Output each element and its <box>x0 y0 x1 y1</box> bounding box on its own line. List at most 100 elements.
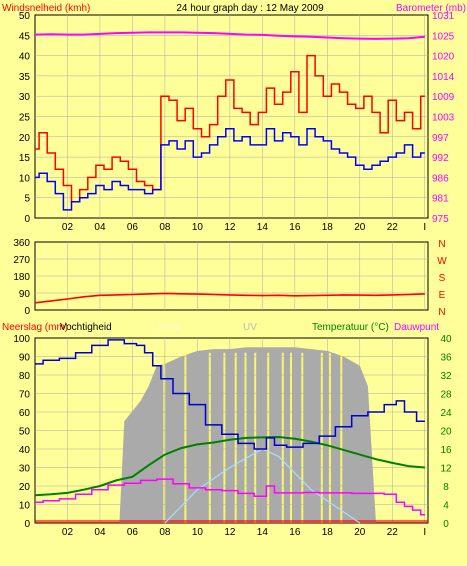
temperature-axis-tick: 36 <box>440 353 452 364</box>
wind-axis-tick: 0 <box>24 214 30 225</box>
temperature-axis-tick: 12 <box>440 464 452 475</box>
uv-bar <box>301 352 304 523</box>
wind-direction-line <box>34 292 425 304</box>
rain-axis-title: Neerslag (mm) <box>2 322 68 333</box>
temperature-axis-tick: 32 <box>440 371 452 382</box>
wind-axis-tick: 35 <box>19 72 31 83</box>
direction-compass-letter: E <box>439 290 446 301</box>
x-tick-label: 12 <box>224 527 236 538</box>
humidity-axis-tick: 50 <box>19 427 31 438</box>
temperature-axis-title: Temperatuur (°C) <box>312 322 389 333</box>
humidity-axis-title: Vochtigheid <box>60 322 112 333</box>
humidity-axis-tick: 100 <box>13 334 30 345</box>
temperature-axis-tick: 20 <box>440 427 452 438</box>
wind-axis-tick: 20 <box>19 133 31 144</box>
uv-bar <box>223 352 226 523</box>
humidity-axis-tick: 10 <box>19 501 31 512</box>
x-tick-label: 04 <box>94 222 106 233</box>
direction-compass-letter: W <box>437 256 447 267</box>
uv-bar <box>208 352 211 523</box>
x-tick-label: 02 <box>62 222 74 233</box>
x-tick-label: I <box>423 527 426 538</box>
wind-axis-tick: 5 <box>24 194 30 205</box>
wind-axis-tick: 30 <box>19 92 31 103</box>
x-tick-label: 22 <box>387 222 399 233</box>
temperature-axis-tick: 28 <box>440 390 452 401</box>
wind-axis-tick: 45 <box>19 31 31 42</box>
chart-title: 24 hour graph day : 12 May 2009 <box>176 3 324 14</box>
wind-axis-tick: 15 <box>19 153 31 164</box>
barometer-axis-tick: 1025 <box>432 31 455 42</box>
x-tick-label: 14 <box>257 222 269 233</box>
humidity-axis-tick: 20 <box>19 482 31 493</box>
humidity-axis-tick: 80 <box>19 371 31 382</box>
dewpoint-axis-title: Dauwpunt <box>394 322 439 333</box>
direction-axis-tick: 90 <box>19 289 31 300</box>
wind-axis-tick: 10 <box>19 173 31 184</box>
temperature-axis-tick: 24 <box>440 408 452 419</box>
barometer-axis-tick: 975 <box>432 214 449 225</box>
x-tick-label: 22 <box>387 527 399 538</box>
temperature-axis-tick: 8 <box>443 482 449 493</box>
x-tick-label: 18 <box>322 527 334 538</box>
temperature-axis-tick: 16 <box>440 445 452 456</box>
dewpoint-line <box>35 478 425 516</box>
x-tick-label: 20 <box>354 527 366 538</box>
barometer-line <box>34 31 425 40</box>
uv-bar <box>320 352 323 523</box>
uv-bar <box>340 352 343 523</box>
x-tick-label: 02 <box>62 527 74 538</box>
x-tick-label: 18 <box>322 222 334 233</box>
x-tick-label: 10 <box>192 222 204 233</box>
wind-axis-title: Windsnelheid (kmh) <box>2 3 90 14</box>
x-tick-label: 12 <box>224 222 236 233</box>
x-tick-label: 10 <box>192 527 204 538</box>
direction-axis-tick: 270 <box>13 255 30 266</box>
x-tick-label: 06 <box>127 527 139 538</box>
uv-bar <box>163 352 166 523</box>
barometer-axis-title: Barometer (mb) <box>396 3 466 14</box>
barometer-axis-tick: 992 <box>432 153 449 164</box>
humidity-axis-tick: 70 <box>19 390 31 401</box>
x-tick-label: 16 <box>289 222 301 233</box>
uv-index-line <box>164 448 361 524</box>
direction-axis-tick: 0 <box>24 306 30 317</box>
wind-axis-tick: 25 <box>19 113 31 124</box>
direction-axis-tick: 360 <box>13 238 30 249</box>
direction-compass-letter: S <box>439 273 446 284</box>
humidity-axis-tick: 30 <box>19 464 31 475</box>
humidity-axis-tick: 40 <box>19 445 31 456</box>
direction-compass-letter: N <box>438 239 445 250</box>
uv-bar <box>328 352 331 523</box>
uv-bar <box>184 352 187 523</box>
barometer-axis-tick: 997 <box>432 133 449 144</box>
humidity-axis-tick: 0 <box>24 519 30 530</box>
uv-axis-title: UV <box>243 322 257 333</box>
barometer-axis-tick: 1009 <box>432 92 455 103</box>
x-tick-label: 06 <box>127 222 139 233</box>
uv-bar <box>234 352 237 523</box>
x-tick-label: 16 <box>289 527 301 538</box>
rain-baseline <box>35 520 428 523</box>
humidity-line <box>35 339 425 450</box>
solar-axis-title: Solar <box>158 322 182 333</box>
temperature-line <box>34 435 425 497</box>
x-tick-label: I <box>423 222 426 233</box>
temperature-axis-tick: 0 <box>443 519 449 530</box>
humidity-axis-tick: 90 <box>19 353 31 364</box>
x-tick-label: 20 <box>354 222 366 233</box>
barometer-axis-tick: 1014 <box>432 72 455 83</box>
barometer-axis-tick: 981 <box>432 194 449 205</box>
barometer-axis-tick: 1031 <box>432 11 455 22</box>
x-tick-label: 08 <box>159 222 171 233</box>
barometer-axis-tick: 986 <box>432 173 449 184</box>
wind-axis-tick: 50 <box>19 11 31 22</box>
x-tick-label: 04 <box>94 527 106 538</box>
temperature-axis-tick: 40 <box>440 334 452 345</box>
wind-average-line <box>35 127 425 211</box>
temperature-axis-tick: 4 <box>443 501 449 512</box>
x-tick-label: 14 <box>257 527 269 538</box>
wind-gust-line <box>35 54 425 203</box>
wind-axis-tick: 40 <box>19 52 31 63</box>
